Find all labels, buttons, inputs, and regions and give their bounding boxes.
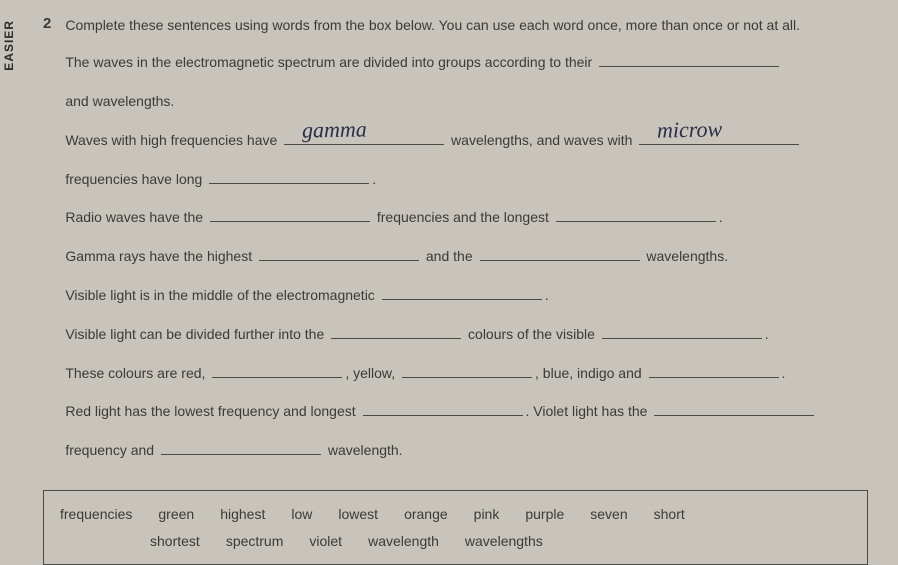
word-option: low	[291, 501, 312, 528]
word-option: orange	[404, 501, 448, 528]
blank-field[interactable]	[331, 324, 461, 339]
blank-field[interactable]	[602, 324, 762, 339]
blank-field[interactable]	[212, 363, 342, 378]
blank-field[interactable]	[259, 246, 419, 261]
text-fragment: frequencies and the longest	[373, 209, 553, 225]
word-option: violet	[309, 528, 342, 555]
sentence-line: Gamma rays have the highest and the wave…	[65, 245, 868, 269]
word-option: spectrum	[226, 528, 284, 555]
word-option: pink	[474, 501, 500, 528]
question-body: Complete these sentences using words fro…	[65, 15, 868, 478]
text-fragment: The waves in the electromagnetic spectru…	[65, 54, 596, 70]
blank-field[interactable]	[363, 401, 523, 416]
word-option: lowest	[338, 501, 378, 528]
blank-field[interactable]	[209, 169, 369, 184]
word-row: shortest spectrum violet wavelength wave…	[60, 528, 851, 555]
text-fragment: , yellow,	[345, 365, 399, 381]
text-fragment: , blue, indigo and	[535, 365, 646, 381]
sentence-line: These colours are red, , yellow, , blue,…	[65, 362, 868, 386]
text-fragment: Visible light is in the middle of the el…	[65, 287, 378, 303]
text-fragment: Waves with high frequencies have	[65, 132, 281, 148]
text-fragment: colours of the visible	[464, 326, 599, 342]
word-option: wavelength	[368, 528, 439, 555]
blank-field[interactable]	[161, 440, 321, 455]
text-fragment: . Violet light has the	[526, 403, 652, 419]
instruction-text: Complete these sentences using words fro…	[65, 15, 868, 35]
sentence-line: Radio waves have the frequencies and the…	[65, 206, 868, 230]
text-fragment: .	[782, 365, 786, 381]
text-fragment: wavelengths, and waves with	[447, 132, 636, 148]
text-fragment: .	[372, 171, 376, 187]
word-row: frequencies green highest low lowest ora…	[60, 501, 851, 528]
blank-field[interactable]	[599, 52, 779, 67]
text-fragment: and wavelengths.	[65, 93, 174, 109]
text-fragment: frequency and	[65, 442, 158, 458]
word-option: purple	[525, 501, 564, 528]
blank-field[interactable]	[654, 401, 814, 416]
word-option: green	[158, 501, 194, 528]
content-area: 2 Complete these sentences using words f…	[43, 15, 868, 565]
blank-field[interactable]	[402, 363, 532, 378]
easier-tab: EASIER	[2, 20, 16, 71]
blank-field[interactable]	[210, 207, 370, 222]
word-option: seven	[590, 501, 627, 528]
blank-field[interactable]	[649, 363, 779, 378]
text-fragment: wavelength.	[324, 442, 403, 458]
sentence-line: Visible light is in the middle of the el…	[65, 284, 868, 308]
text-fragment: Red light has the lowest frequency and l…	[65, 403, 359, 419]
question-row: 2 Complete these sentences using words f…	[43, 15, 868, 478]
sentence-line: Visible light can be divided further int…	[65, 323, 868, 347]
word-box: frequencies green highest low lowest ora…	[43, 490, 868, 565]
word-option: frequencies	[60, 501, 132, 528]
sentence-line: frequency and wavelength.	[65, 439, 868, 463]
text-fragment: frequencies have long	[65, 171, 206, 187]
blank-field[interactable]: microw	[639, 130, 799, 145]
handwritten-answer: gamma	[302, 110, 367, 149]
blank-field[interactable]	[480, 246, 640, 261]
sentence-line: The waves in the electromagnetic spectru…	[65, 51, 868, 75]
sentence-line: and wavelengths.	[65, 90, 868, 114]
text-fragment: .	[719, 209, 723, 225]
word-option: short	[654, 501, 685, 528]
word-option: shortest	[150, 528, 200, 555]
text-fragment: Visible light can be divided further int…	[65, 326, 328, 342]
word-option: highest	[220, 501, 265, 528]
blank-field[interactable]: gamma	[284, 130, 444, 145]
text-fragment: and the	[422, 248, 477, 264]
text-fragment: .	[765, 326, 769, 342]
text-fragment: wavelengths.	[643, 248, 729, 264]
word-option: wavelengths	[465, 528, 543, 555]
sentence-line: Waves with high frequencies have gamma w…	[65, 129, 868, 153]
text-fragment: Radio waves have the	[65, 209, 207, 225]
text-fragment: .	[545, 287, 549, 303]
sentence-line: frequencies have long .	[65, 168, 868, 192]
handwritten-answer: microw	[657, 110, 723, 149]
text-fragment: These colours are red,	[65, 365, 209, 381]
text-fragment: Gamma rays have the highest	[65, 248, 256, 264]
sentence-line: Red light has the lowest frequency and l…	[65, 400, 868, 424]
blank-field[interactable]	[382, 285, 542, 300]
question-number: 2	[43, 15, 51, 478]
blank-field[interactable]	[556, 207, 716, 222]
